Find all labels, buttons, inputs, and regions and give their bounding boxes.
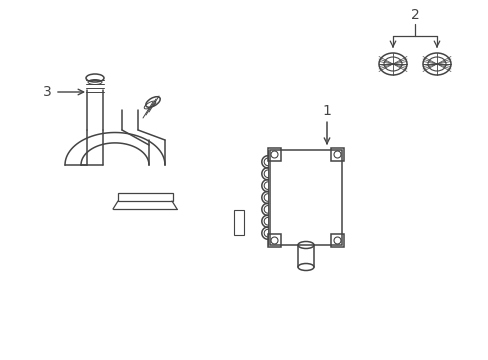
Text: 3: 3: [43, 85, 52, 99]
Bar: [267, 234, 281, 247]
Bar: [267, 148, 281, 161]
Bar: [269, 150, 341, 245]
Text: 2: 2: [410, 8, 419, 22]
Bar: [118, 193, 173, 201]
Bar: [330, 148, 343, 161]
Bar: [330, 234, 343, 247]
Text: 1: 1: [322, 104, 331, 118]
Bar: [234, 210, 244, 235]
